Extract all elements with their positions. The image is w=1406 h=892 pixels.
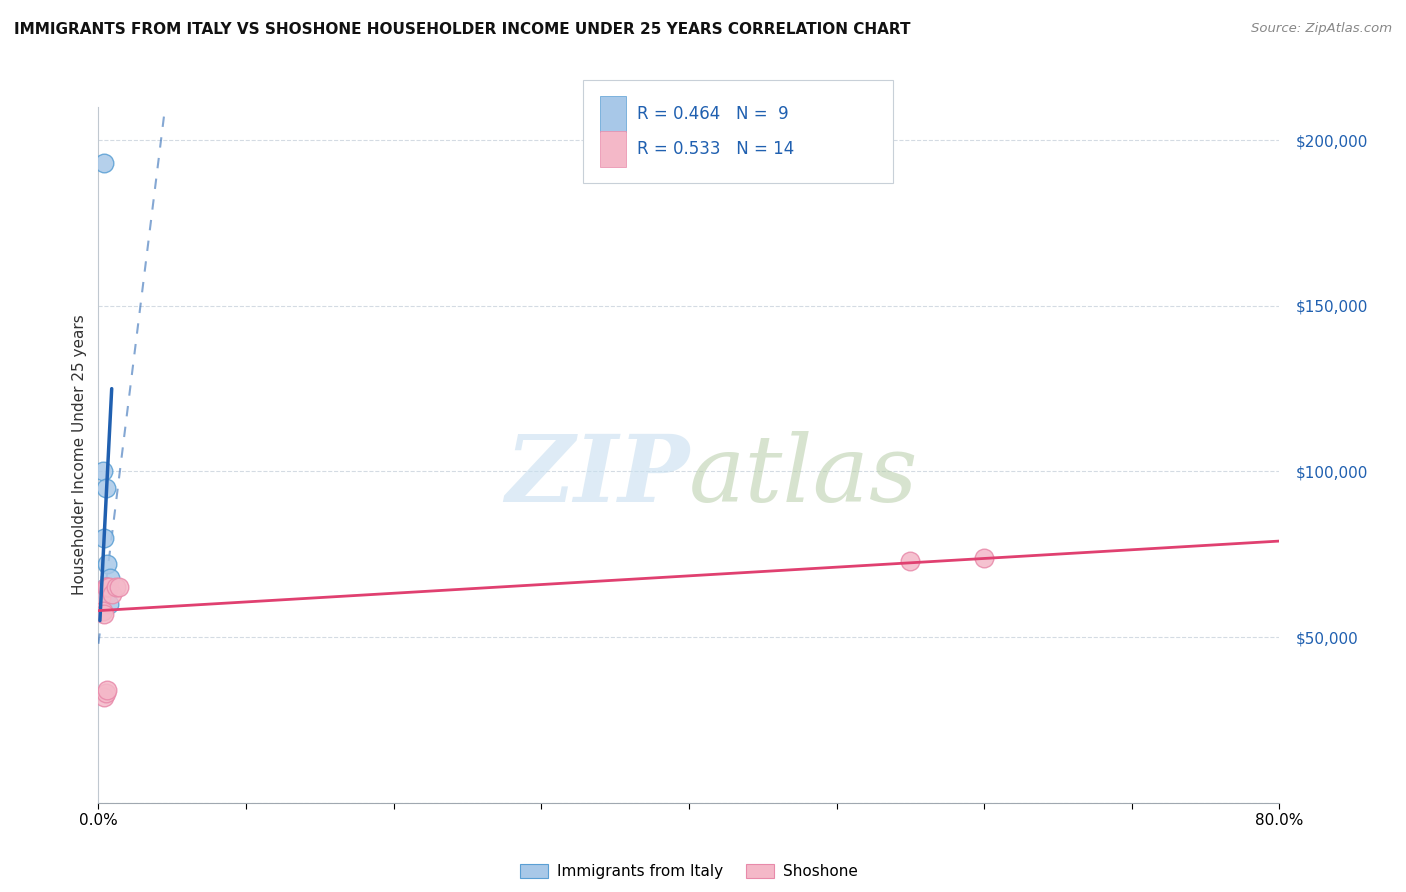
Point <box>108 581 131 595</box>
Text: atlas: atlas <box>689 431 918 521</box>
Point <box>100 587 122 601</box>
Point <box>90 591 112 605</box>
Text: IMMIGRANTS FROM ITALY VS SHOSHONE HOUSEHOLDER INCOME UNDER 25 YEARS CORRELATION : IMMIGRANTS FROM ITALY VS SHOSHONE HOUSEH… <box>14 22 911 37</box>
Point <box>94 481 117 495</box>
Text: R = 0.464   N =  9: R = 0.464 N = 9 <box>637 105 789 123</box>
Point <box>93 156 115 170</box>
Point <box>94 581 117 595</box>
Y-axis label: Householder Income Under 25 years: Householder Income Under 25 years <box>72 315 87 595</box>
Point <box>96 558 118 572</box>
Point <box>97 597 120 611</box>
Point <box>98 570 121 584</box>
Point <box>973 550 995 565</box>
Text: Source: ZipAtlas.com: Source: ZipAtlas.com <box>1251 22 1392 36</box>
Point <box>93 531 115 545</box>
Point <box>105 581 128 595</box>
Point <box>97 581 120 595</box>
Point <box>96 683 118 698</box>
Point <box>94 581 117 595</box>
Point <box>93 607 115 621</box>
Point <box>91 604 114 618</box>
Text: R = 0.533   N = 14: R = 0.533 N = 14 <box>637 140 794 158</box>
Point <box>91 465 114 479</box>
Point <box>93 690 115 704</box>
Point <box>900 554 922 568</box>
Point <box>96 587 118 601</box>
Legend: Immigrants from Italy, Shoshone: Immigrants from Italy, Shoshone <box>515 858 863 886</box>
Text: ZIP: ZIP <box>505 431 689 521</box>
Point <box>96 581 118 595</box>
Point <box>94 686 117 700</box>
